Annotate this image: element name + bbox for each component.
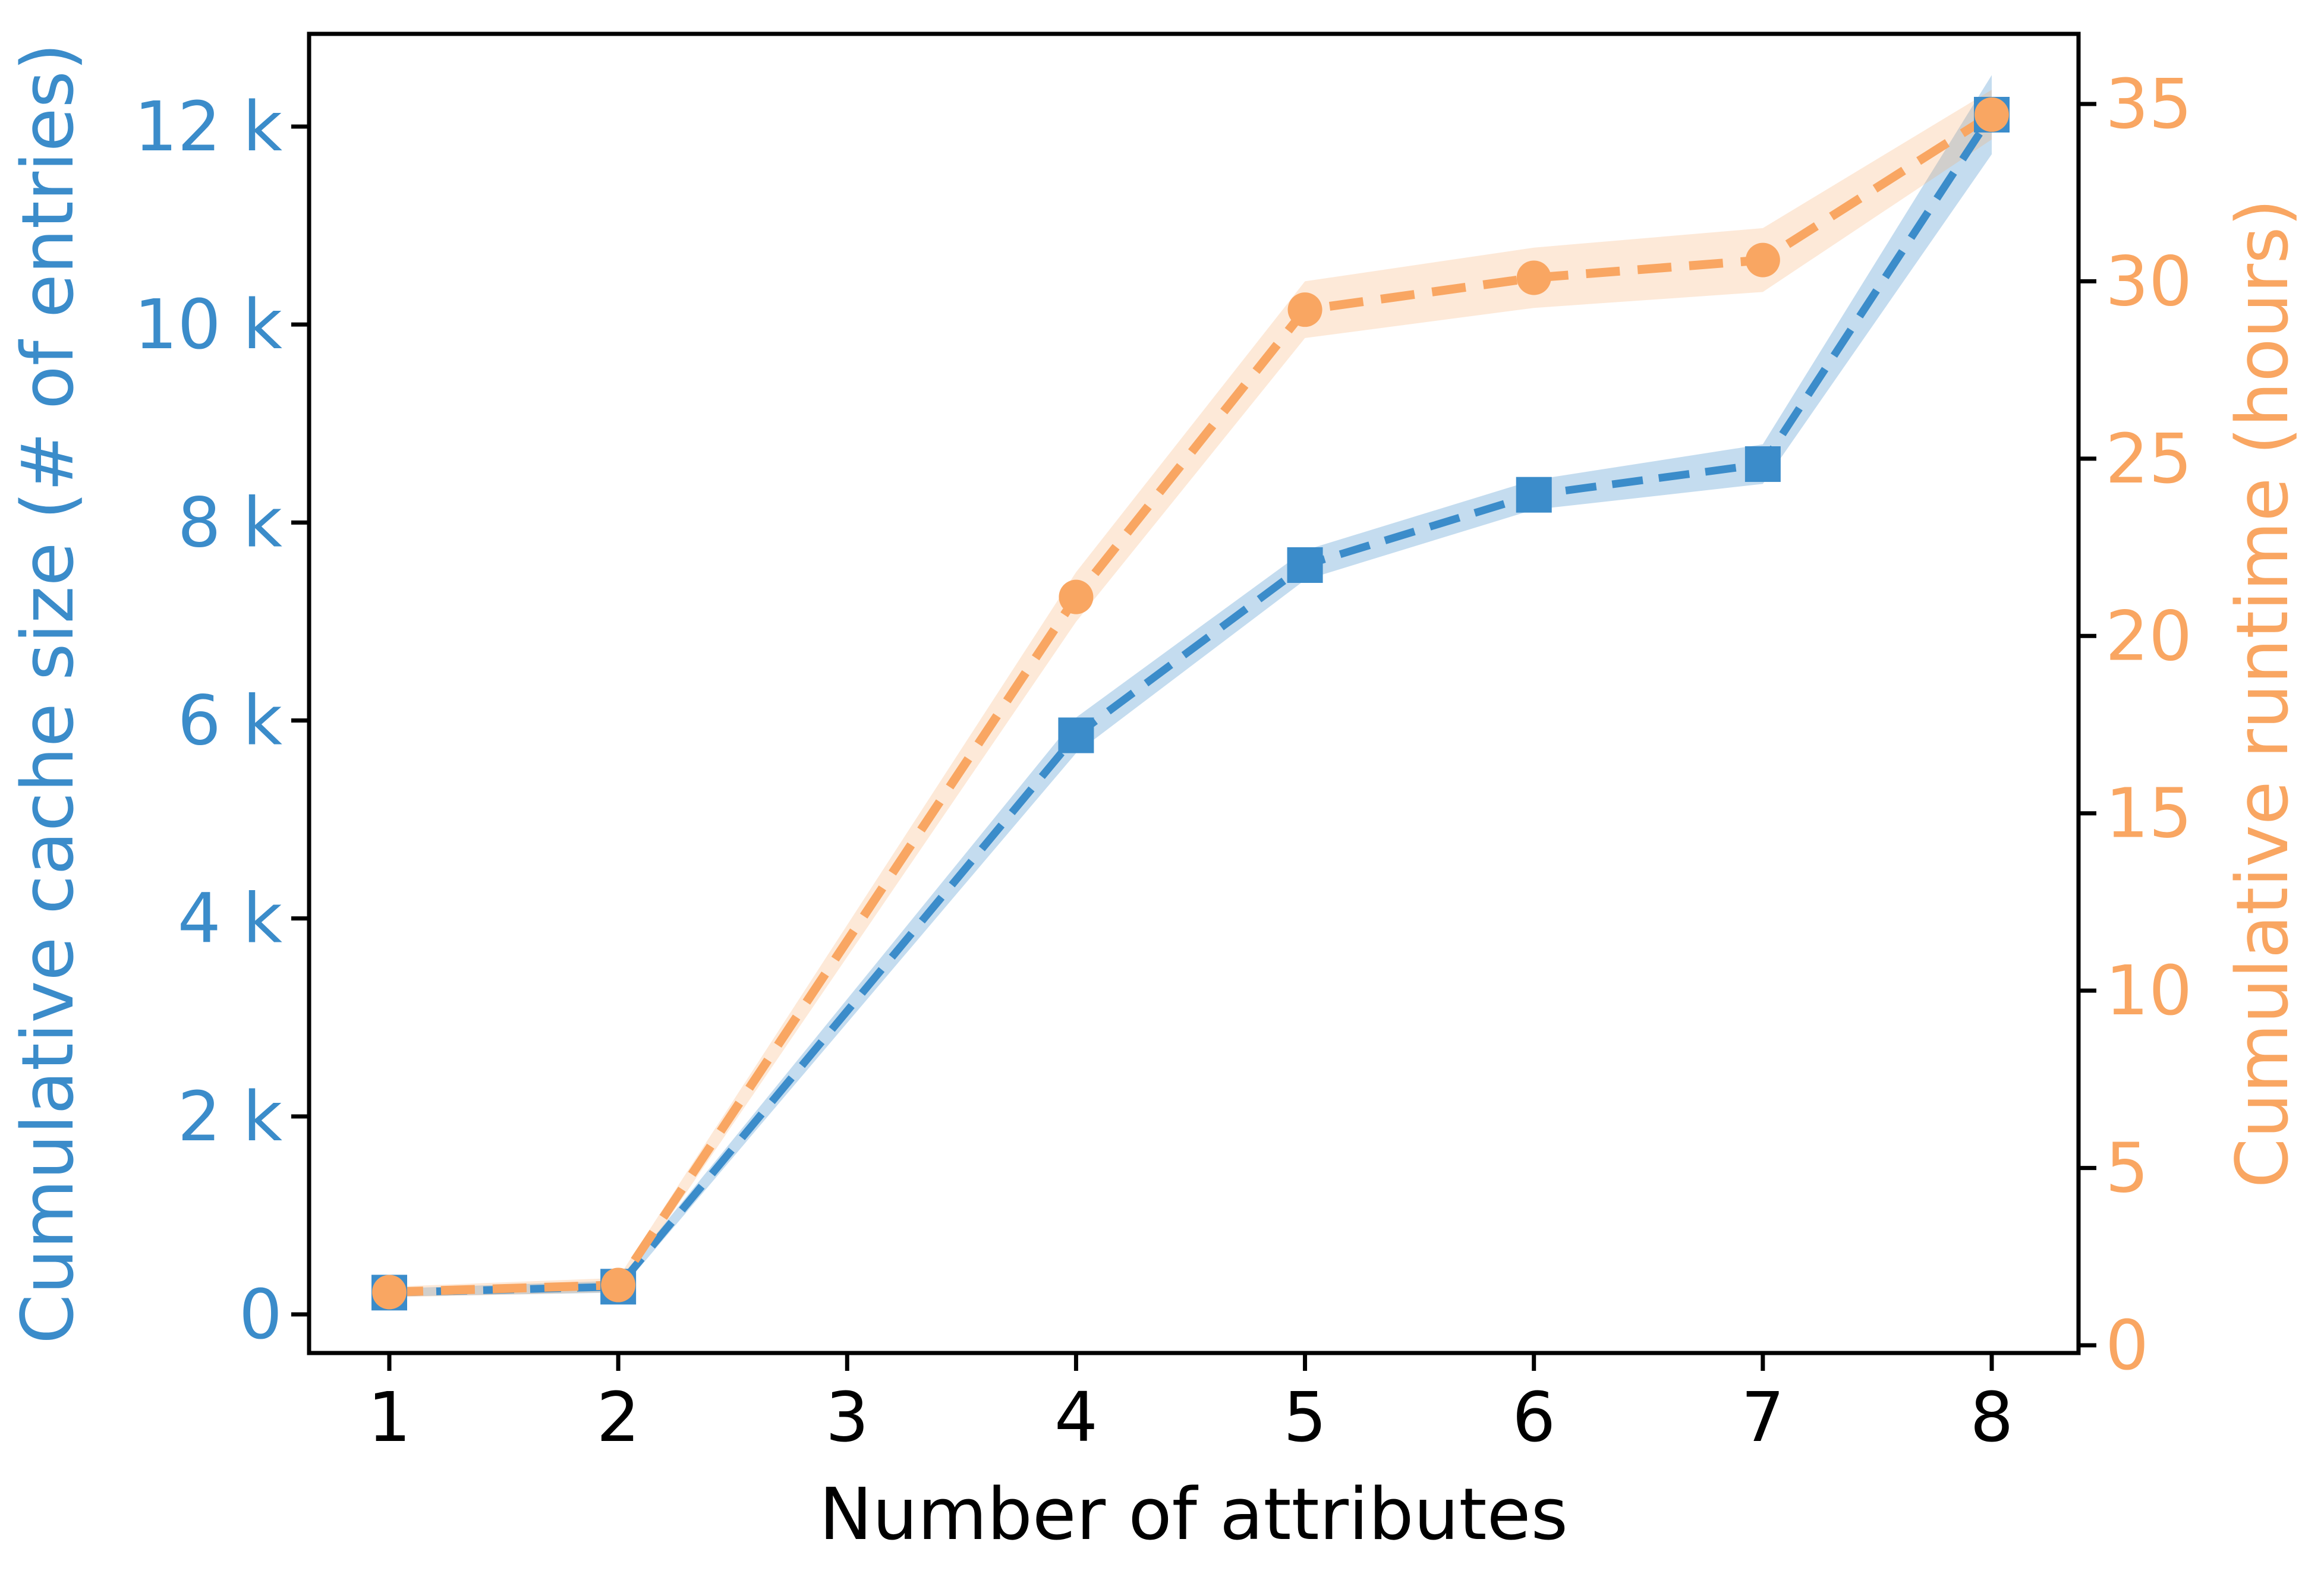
x-tick-label-8: 8 — [1970, 1378, 2013, 1458]
left-tick-label-6000: 6 k — [178, 682, 283, 761]
right-tick-label-35: 35 — [2105, 65, 2192, 144]
left-axis-label: Cumulative cache size (# of entries) — [7, 43, 90, 1344]
left-tick-label-2000: 2 k — [178, 1077, 283, 1157]
x-tick-label-7: 7 — [1741, 1378, 1784, 1458]
x-tick-label-2: 2 — [597, 1378, 640, 1458]
plot-frame — [307, 31, 2081, 1355]
left-tick-label-10000: 10 k — [134, 285, 283, 365]
right-tick-label-20: 20 — [2105, 597, 2192, 676]
marker-square-x6 — [1516, 477, 1552, 513]
right-tick-label-5: 5 — [2105, 1129, 2149, 1209]
x-tick-label-4: 4 — [1054, 1378, 1098, 1458]
marker-circle-x8 — [1975, 97, 2009, 132]
marker-circle-x1 — [372, 1275, 407, 1310]
left-tick-label-4000: 4 k — [178, 879, 283, 959]
right-tick-label-15: 15 — [2105, 774, 2192, 854]
confidence-bands — [389, 75, 1992, 1298]
marker-circle-x2 — [601, 1267, 636, 1303]
x-tick-label-3: 3 — [826, 1378, 869, 1458]
right-tick-label-30: 30 — [2105, 242, 2192, 321]
x-tick-label-6: 6 — [1512, 1378, 1555, 1458]
left-tick-label-0: 0 — [239, 1275, 282, 1355]
x-axis-label: Number of attributes — [819, 1474, 1568, 1556]
left-tick-label-12000: 12 k — [134, 87, 283, 167]
right-tick-label-10: 10 — [2105, 951, 2192, 1031]
marker-square-x7 — [1744, 446, 1781, 482]
marker-circle-x6 — [1516, 260, 1551, 295]
marker-square-x4 — [1058, 717, 1094, 753]
marker-circle-x4 — [1059, 579, 1094, 614]
tick-labels: 1 2 3 4 5 6 7 8 0 2 k 4 k 6 k 8 k 10 k 12 k 0 5 10 15 20 25 3… — [134, 65, 2193, 1458]
cumulative-runtime-band — [389, 90, 1992, 1298]
left-tick-label-8000: 8 k — [178, 483, 283, 563]
x-tick-label-5: 5 — [1283, 1378, 1327, 1458]
data-markers — [371, 97, 2010, 1311]
right-axis-label: Cumulative runtime (hours) — [2222, 199, 2304, 1188]
marker-circle-x5 — [1287, 292, 1322, 327]
marker-square-x5 — [1287, 547, 1323, 583]
axis-ticks — [291, 102, 2096, 1371]
right-tick-label-25: 25 — [2105, 420, 2192, 499]
right-tick-label-0: 0 — [2105, 1306, 2149, 1386]
x-tick-label-1: 1 — [367, 1378, 411, 1458]
marker-circle-x7 — [1745, 242, 1780, 277]
axes-frame — [307, 31, 2081, 1355]
